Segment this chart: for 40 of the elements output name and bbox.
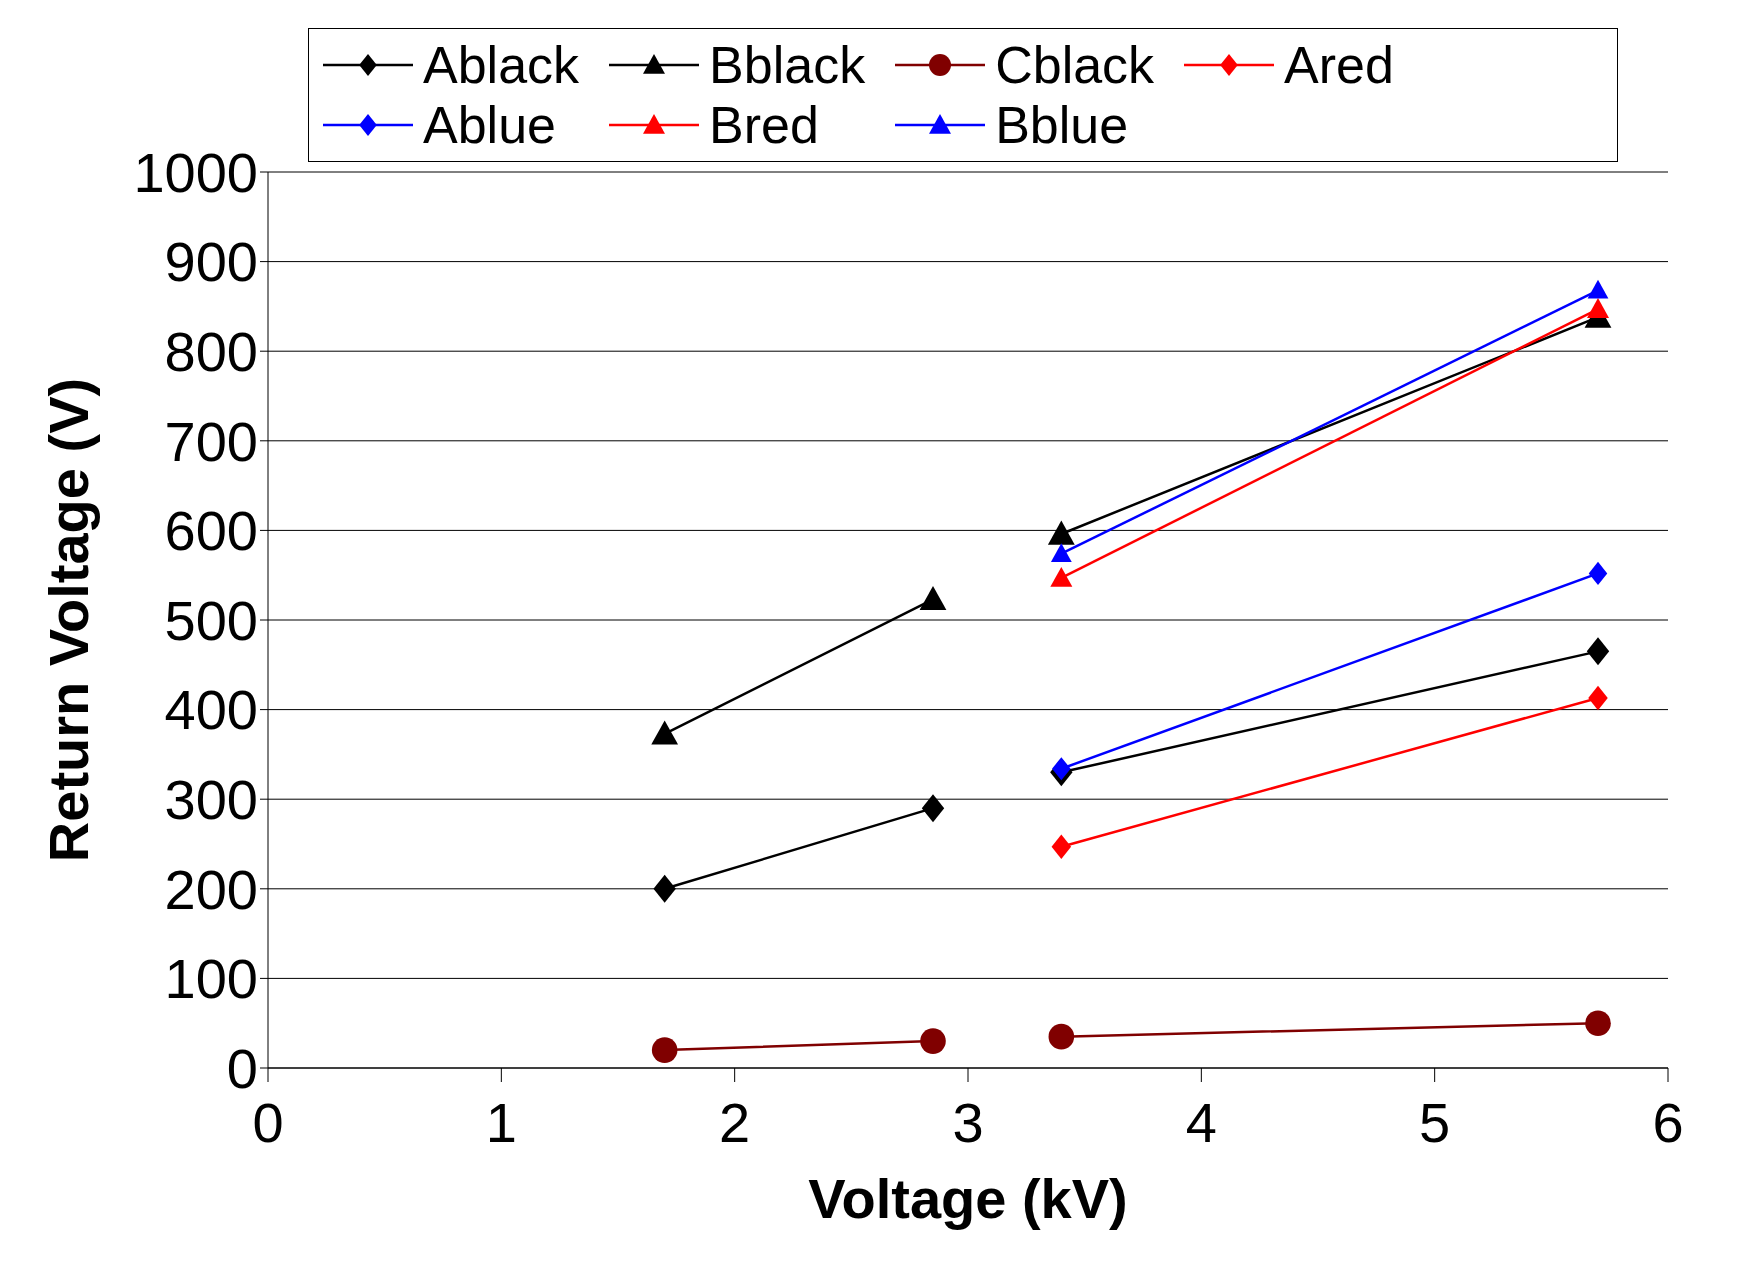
point	[1051, 834, 1072, 859]
y-tick-label: 100	[164, 947, 258, 1011]
point	[1588, 561, 1608, 586]
x-tick-label: 3	[952, 1090, 984, 1154]
x-axis-title: Voltage (kV)	[808, 1167, 1128, 1230]
y-tick-label: 600	[164, 499, 258, 563]
x-tick-label: 6	[1652, 1090, 1684, 1154]
point	[1052, 757, 1071, 781]
y-tick-label: 700	[164, 409, 258, 473]
point	[921, 794, 945, 823]
point	[1588, 685, 1608, 711]
legend-label: Cblack	[995, 35, 1155, 95]
y-tick-label: 0	[226, 1036, 258, 1100]
point	[1585, 1010, 1611, 1036]
point	[651, 720, 679, 745]
point	[653, 874, 676, 903]
legend-label: Bblack	[709, 35, 866, 95]
y-axis-title: Return Voltage (V)	[36, 377, 100, 863]
legend-label: Bred	[709, 95, 819, 155]
y-tick-label: 800	[164, 320, 258, 384]
point	[1586, 637, 1610, 666]
x-tick-label: 1	[485, 1090, 517, 1154]
x-tick-label: 5	[1419, 1090, 1451, 1154]
point	[919, 585, 947, 611]
point	[1047, 520, 1075, 545]
x-tick-label: 4	[1185, 1090, 1217, 1154]
legend-label: Ablue	[423, 95, 556, 155]
y-tick-label: 500	[164, 588, 258, 652]
legend-label: Ablack	[423, 35, 580, 95]
point	[920, 1028, 946, 1054]
point	[651, 1037, 678, 1063]
y-tick-label: 300	[164, 768, 258, 832]
y-tick-label: 900	[164, 230, 258, 294]
point	[1048, 1023, 1075, 1050]
x-tick-label: 2	[719, 1090, 751, 1154]
y-tick-label: 200	[164, 857, 258, 921]
legend-label: Bblue	[995, 95, 1129, 155]
legend-label: Ared	[1284, 35, 1394, 95]
y-tick-label: 400	[164, 678, 258, 742]
y-tick-label: 1000	[133, 140, 258, 204]
